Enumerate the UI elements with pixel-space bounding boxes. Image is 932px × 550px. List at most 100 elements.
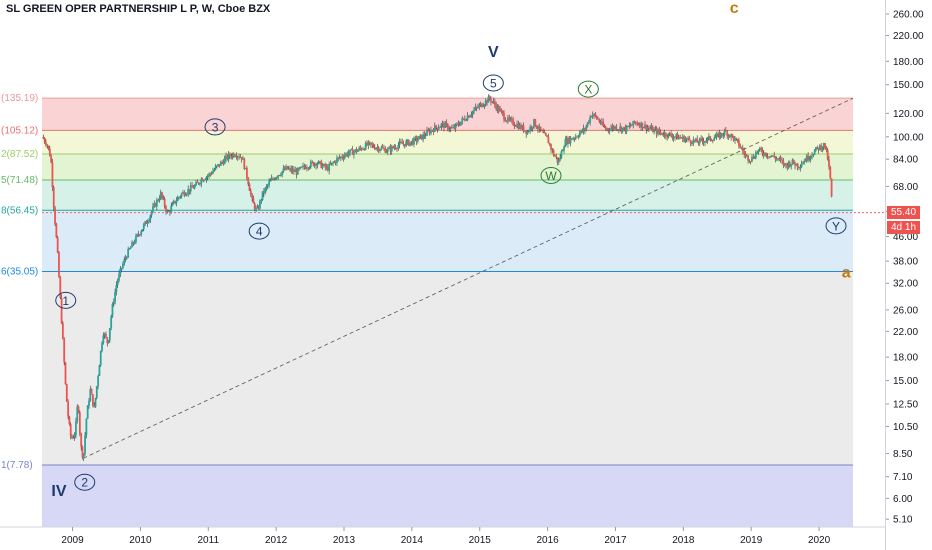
candle-body — [738, 140, 740, 147]
candle-body — [462, 118, 465, 120]
candle-body — [534, 119, 537, 127]
candle-body — [701, 138, 704, 141]
candle-body — [736, 139, 739, 141]
candle-body — [416, 139, 419, 142]
candle-body — [131, 242, 133, 248]
candle-body — [188, 188, 191, 192]
fib-level-label: 2(87.52) — [1, 149, 38, 160]
candle-body — [266, 184, 269, 187]
candle-body — [309, 161, 312, 168]
candle-body — [43, 138, 46, 143]
candle-body — [488, 96, 491, 99]
candle-body — [88, 400, 90, 407]
y-tick-label: 260.00 — [893, 10, 924, 21]
candle-body — [654, 129, 657, 130]
candle-body — [711, 140, 714, 142]
y-tick-label: 32.00 — [893, 279, 918, 290]
candle-body — [329, 164, 332, 165]
candle-body — [422, 134, 424, 140]
candle-body — [430, 129, 432, 134]
candle-body — [175, 200, 178, 204]
candle-body — [341, 156, 344, 158]
wave-label: 4 — [256, 225, 263, 239]
candle-body — [385, 151, 388, 153]
candle-body — [477, 107, 479, 109]
fib-band — [42, 271, 853, 465]
fib-level-labels: (135.19) (105.12) 2(87.52) 5(71.48) 8(56.45)… — [1, 93, 38, 471]
candle-body — [825, 148, 828, 150]
candle-body — [114, 292, 116, 302]
candle-body — [124, 258, 127, 260]
candle-body — [557, 159, 560, 163]
candle-body — [466, 115, 469, 121]
candle-body — [714, 137, 717, 139]
wave-label: 2 — [81, 476, 88, 490]
candle-body — [276, 177, 278, 178]
candle-body — [653, 129, 656, 133]
candle-body — [111, 304, 114, 317]
candle-body — [402, 143, 405, 145]
fib-level-label: 5(71.48) — [1, 175, 38, 186]
wave-label-circle — [577, 80, 599, 98]
candle-body — [573, 138, 576, 140]
candle-body — [783, 163, 786, 165]
candle-body — [140, 231, 143, 235]
candle-body — [172, 200, 175, 204]
x-tick-label: 2017 — [604, 535, 627, 546]
candle-body — [270, 178, 273, 181]
candle-body — [803, 160, 806, 164]
candle-body — [373, 147, 376, 150]
candle-body — [726, 131, 729, 137]
candle-body — [465, 120, 468, 121]
candle-body — [179, 196, 182, 198]
candle-body — [326, 166, 329, 171]
candle-body — [813, 150, 816, 155]
candle-body — [367, 141, 370, 146]
candle-body — [715, 134, 718, 138]
candle-body — [796, 163, 799, 168]
candle-body — [182, 192, 184, 194]
candle-body — [440, 123, 443, 127]
candle-body — [401, 142, 404, 144]
candle-body — [508, 117, 511, 120]
candle-body — [685, 138, 688, 140]
candle-body — [666, 136, 669, 138]
candle-body — [110, 316, 113, 329]
candle-body — [676, 133, 679, 140]
candle-body — [641, 122, 644, 129]
candle-body — [91, 394, 94, 406]
candle-body — [201, 179, 204, 182]
candle-body — [358, 147, 361, 151]
candle-body — [336, 158, 338, 164]
candle-body — [710, 140, 713, 141]
candle-body — [561, 150, 564, 152]
x-tick-label: 2012 — [265, 535, 288, 546]
candle-body — [617, 129, 620, 131]
candle-body — [255, 207, 257, 210]
candle-body — [721, 133, 723, 136]
candle-body — [595, 116, 598, 119]
candle-body — [529, 126, 532, 132]
candle-body — [261, 191, 264, 200]
candle-body — [572, 138, 575, 140]
candle-body — [548, 143, 551, 145]
candle-body — [431, 129, 434, 131]
candle-body — [347, 153, 350, 156]
candle-body — [125, 257, 128, 259]
candle-body — [463, 118, 466, 121]
candle-body — [593, 113, 595, 115]
candle-body — [384, 148, 387, 153]
candle-body — [706, 137, 709, 141]
candle-body — [413, 137, 415, 145]
candle-body — [473, 109, 475, 112]
candle-body — [193, 185, 196, 189]
candle-body — [672, 137, 675, 139]
candle-body — [662, 134, 665, 136]
candle-body — [103, 333, 106, 336]
y-tick-label: 150.00 — [893, 80, 924, 91]
candle-body — [647, 127, 650, 129]
candle-body — [564, 139, 567, 147]
candle-body — [354, 149, 357, 152]
candle-body — [445, 122, 448, 125]
